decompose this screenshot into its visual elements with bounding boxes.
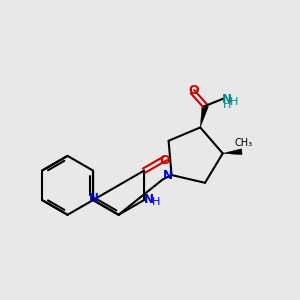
Text: N: N	[89, 192, 99, 205]
Polygon shape	[200, 105, 208, 128]
Text: O: O	[189, 84, 199, 97]
Text: H: H	[223, 100, 231, 110]
Text: H: H	[152, 197, 160, 207]
Polygon shape	[223, 149, 242, 155]
Text: N: N	[222, 93, 232, 106]
Text: H: H	[230, 97, 238, 107]
Text: O: O	[160, 154, 170, 167]
Text: CH₃: CH₃	[234, 138, 252, 148]
Text: N: N	[144, 193, 154, 206]
Text: N: N	[162, 169, 172, 182]
